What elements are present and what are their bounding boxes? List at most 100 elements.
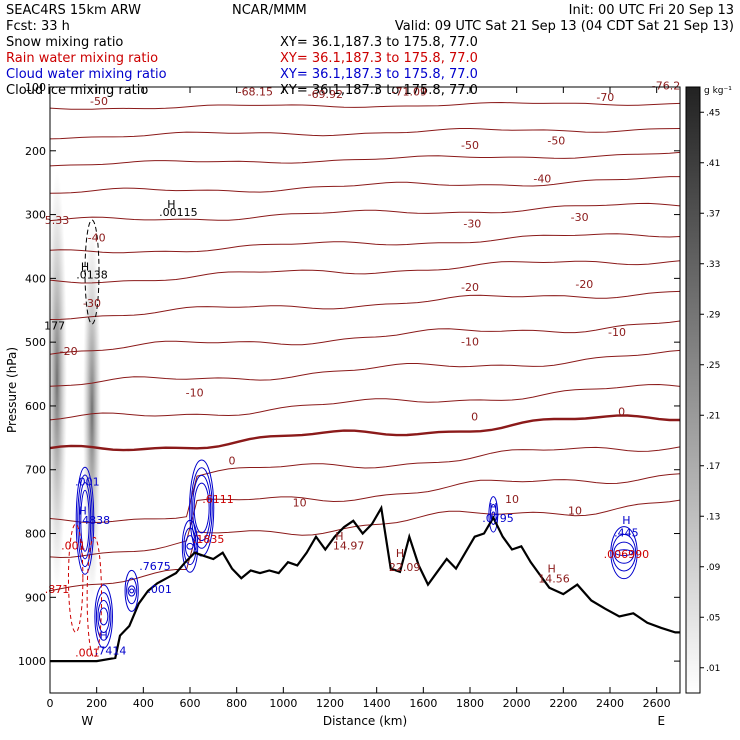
cloud-water-contour	[78, 482, 92, 560]
contour-label: H	[622, 514, 630, 527]
colorbar-tick-label: .01	[706, 664, 720, 674]
colorbar-unit: g kg⁻¹	[704, 86, 732, 96]
x-tick-label: 800	[226, 697, 247, 710]
y-tick-label: 900	[25, 591, 46, 604]
east-marker: E	[658, 714, 666, 728]
x-tick-label: 2200	[549, 697, 577, 710]
contour-label: 177	[44, 319, 65, 332]
x-tick-label: 1400	[363, 697, 391, 710]
y-tick-label: 500	[25, 336, 46, 349]
x-axis-label: Distance (km)	[323, 714, 407, 728]
contour-label: -50	[90, 95, 108, 108]
contour-label: -30	[571, 211, 589, 224]
contour-label: 14.97	[333, 539, 365, 552]
contour-label: 0	[618, 406, 625, 419]
rain-water-contour	[86, 536, 103, 658]
contour-label: -40	[88, 231, 106, 244]
cloud-water-contour	[127, 585, 136, 597]
contour-label: -50	[547, 134, 565, 147]
colorbar-tick-label: .05	[706, 613, 720, 623]
contour-label: .6111	[202, 493, 234, 506]
contour-label: 22.09	[389, 561, 421, 574]
field-label: Snow mixing ratio	[6, 35, 123, 50]
y-tick-label: 600	[25, 400, 46, 413]
field-xy: XY= 36.1,187.3 to 175.8, 77.0	[280, 67, 478, 82]
cloud-water-contour	[98, 607, 109, 626]
terrain-line	[50, 504, 680, 663]
contour-label: -20	[461, 281, 479, 294]
contour-label: -70	[596, 91, 614, 104]
contour-label: H	[81, 261, 89, 274]
model-title: SEAC4RS 15km ARW	[6, 3, 141, 18]
cloud-water-contour	[129, 588, 135, 594]
contour-label: .1835	[193, 533, 225, 546]
temperature-contour	[49, 176, 680, 194]
cloud-water-contour	[77, 474, 93, 568]
colorbar-tick-label: .33	[706, 260, 720, 270]
cloud-water-contour	[614, 549, 634, 557]
x-tick-label: 1600	[409, 697, 437, 710]
y-tick-label: 700	[25, 464, 46, 477]
west-marker: W	[81, 714, 93, 728]
contour-label: 10	[568, 504, 582, 517]
x-tick-label: 200	[86, 697, 107, 710]
contour-label: .001	[61, 539, 86, 552]
contour-label: .0138	[76, 268, 108, 281]
colorbar-tick-label: .21	[706, 411, 720, 421]
contour-label: -20	[575, 278, 593, 291]
y-tick-label: 1000	[18, 655, 46, 668]
temperature-contour	[49, 151, 681, 167]
contour-label: H	[167, 198, 175, 211]
snow-shading	[47, 170, 67, 591]
cloud-water-contour	[610, 526, 638, 580]
colorbar-tick-label: .25	[706, 361, 720, 371]
contour-label: H	[335, 530, 343, 543]
cloud-water-contour	[613, 541, 635, 564]
x-tick-label: 400	[133, 697, 154, 710]
x-tick-label: 2600	[643, 697, 671, 710]
contour-label: .001	[75, 476, 100, 489]
contour-label: -76.2	[652, 80, 680, 93]
contour-label: 0	[229, 455, 236, 468]
colorbar-tick-label: .29	[706, 310, 721, 320]
contour-label: -40	[533, 173, 551, 186]
plot-area: -76.2 -70 -71.09 -69.92 -68.15 -50 -50 -50 -40 -4…	[5, 80, 681, 728]
y-tick-label: 800	[25, 528, 46, 541]
temperature-contour	[49, 320, 681, 355]
x-tick-label: 1000	[269, 697, 297, 710]
contour-label: .001	[75, 647, 100, 660]
field-xy: XY= 36.1,187.3 to 175.8, 77.0	[280, 35, 478, 50]
cloud-water-contour	[126, 577, 138, 605]
y-tick-label: 300	[25, 209, 46, 222]
contour-label: .001	[147, 583, 172, 596]
contour-label: -30	[83, 297, 101, 310]
x-tick-label: 600	[180, 697, 201, 710]
cloud-water-contour	[94, 584, 113, 649]
contour-label: H	[396, 547, 404, 560]
temperature-contour	[49, 202, 681, 222]
temperature-contour	[49, 233, 681, 254]
contour-label: -10	[608, 326, 626, 339]
colorbar-tick-label: .13	[706, 512, 720, 522]
contour-label: 0	[471, 411, 478, 424]
contour-label: 5.33	[45, 214, 70, 227]
y-tick-label: 100	[25, 81, 46, 94]
temperature-contour	[49, 260, 681, 284]
cloud-water-contour	[489, 503, 497, 525]
colorbar-tick-label: .09	[706, 563, 721, 573]
contour-label: .871	[45, 583, 70, 596]
cloud-water-contour	[183, 527, 197, 566]
contour-label: .7675	[139, 560, 171, 573]
field-label: Rain water mixing ratio	[6, 51, 158, 66]
contour-label: -50	[461, 139, 479, 152]
cloud-water-contour	[488, 496, 499, 533]
contour-label: H	[100, 629, 108, 642]
forecast-hour: Fcst: 33 h	[6, 19, 70, 34]
cloud-water-contour	[97, 599, 110, 634]
temperature-contour	[49, 383, 681, 421]
contour-label: -69.92	[308, 88, 343, 101]
contour-label: H	[548, 562, 556, 575]
cloud-ice-contour	[84, 219, 100, 325]
x-tick-label: 1800	[456, 697, 484, 710]
contour-label: 14.56	[538, 573, 570, 586]
